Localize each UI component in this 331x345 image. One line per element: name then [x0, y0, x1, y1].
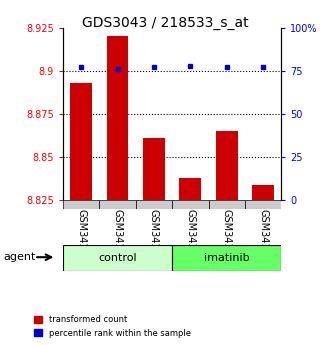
Text: control: control	[98, 253, 137, 263]
Bar	[143, 138, 165, 345]
FancyBboxPatch shape	[99, 200, 136, 209]
Text: GDS3043 / 218533_s_at: GDS3043 / 218533_s_at	[82, 16, 249, 30]
Text: GSM34146: GSM34146	[149, 209, 159, 262]
FancyBboxPatch shape	[136, 200, 172, 209]
FancyBboxPatch shape	[63, 245, 172, 271]
Text: agent: agent	[3, 252, 36, 262]
FancyBboxPatch shape	[172, 200, 209, 209]
Text: GSM34140: GSM34140	[113, 209, 122, 262]
Legend: transformed count, percentile rank within the sample: transformed count, percentile rank withi…	[31, 312, 194, 341]
Bar	[252, 185, 274, 345]
FancyBboxPatch shape	[63, 200, 99, 209]
Text: GSM34162: GSM34162	[185, 209, 195, 262]
Bar	[70, 83, 92, 345]
FancyBboxPatch shape	[172, 245, 281, 271]
Bar	[216, 131, 238, 345]
Bar	[107, 36, 128, 345]
Text: GSM34164: GSM34164	[258, 209, 268, 262]
Text: GSM34163: GSM34163	[222, 209, 232, 262]
Text: GSM34134: GSM34134	[76, 209, 86, 262]
FancyBboxPatch shape	[245, 200, 281, 209]
FancyBboxPatch shape	[209, 200, 245, 209]
Text: imatinib: imatinib	[204, 253, 250, 263]
Bar	[179, 178, 201, 345]
